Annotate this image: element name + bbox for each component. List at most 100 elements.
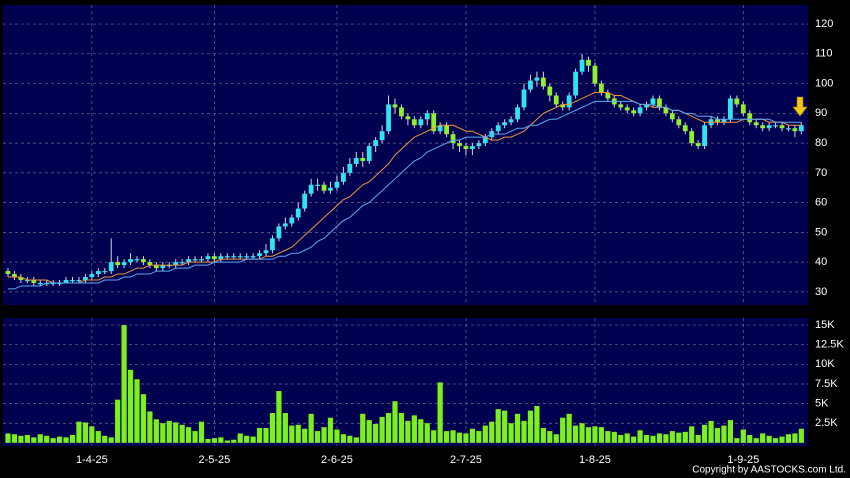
volume-bar [302, 428, 308, 443]
volume-bar [24, 435, 30, 443]
candle-body [444, 125, 449, 135]
volume-bar [676, 432, 682, 443]
volume-bar [437, 382, 443, 443]
volume-bar [695, 435, 701, 443]
volume-bar [592, 426, 598, 443]
candle-body [134, 259, 140, 261]
volume-bar [579, 423, 585, 443]
volume-bar [69, 435, 76, 443]
volume-bar [534, 405, 540, 443]
candle-body [470, 146, 475, 150]
candle-body [740, 104, 746, 114]
candle-body [12, 274, 17, 278]
candle-body [399, 107, 404, 117]
volume-bar [702, 424, 708, 443]
price-panel [3, 5, 808, 305]
volume-bar [469, 428, 475, 443]
candle-body [121, 262, 127, 266]
candle-body [676, 119, 682, 126]
volume-bar [540, 427, 546, 443]
volume-bar [631, 436, 637, 443]
volume-bar [463, 433, 469, 443]
volume-bar [508, 423, 514, 443]
candle-body [308, 184, 314, 194]
volume-bar [482, 425, 488, 443]
candle-body [128, 259, 133, 263]
volume-bar [360, 413, 366, 443]
volume-bar [276, 391, 282, 443]
volume-bar [263, 427, 269, 443]
volume-bar [721, 425, 727, 443]
volume-bar [605, 431, 611, 443]
volume-bar [379, 416, 385, 443]
candle-body [186, 259, 191, 263]
y-tick-label: 100 [815, 77, 833, 89]
candle-body [24, 280, 30, 282]
volume-bar [392, 401, 398, 443]
candle-body [631, 110, 637, 114]
candle-body [263, 250, 269, 254]
volume-bar [108, 437, 114, 443]
volume-bar [321, 427, 327, 443]
volume-bar [624, 433, 630, 443]
candle-body [495, 125, 501, 132]
candle-body [341, 172, 346, 182]
candle-body [83, 277, 88, 280]
candle-body [95, 271, 101, 275]
candle-body [328, 187, 333, 191]
candle-body [592, 65, 598, 84]
candle-body [379, 131, 385, 141]
volume-bar [198, 421, 205, 443]
volume-bar [792, 433, 798, 443]
candle-body [166, 265, 172, 267]
volume-bar [11, 434, 18, 443]
candle-body [450, 134, 456, 144]
candle-body [192, 259, 198, 261]
volume-bar [618, 435, 624, 443]
candle-body [44, 282, 50, 285]
y-tick-label: 2.5K [815, 417, 838, 429]
candle-body [173, 262, 179, 266]
volume-bar [740, 429, 746, 443]
y-tick-label: 110 [815, 48, 833, 60]
y-tick-label: 60 [815, 197, 827, 209]
candle-body [257, 253, 262, 257]
volume-bar [760, 433, 766, 443]
volume-bar [560, 417, 566, 443]
volume-bar [5, 433, 11, 443]
candle-body [179, 262, 185, 264]
x-tick-label: 1-8-25 [579, 454, 611, 466]
y-tick-label: 30 [815, 286, 827, 298]
y-tick-label: 80 [815, 137, 827, 149]
volume-bar [766, 435, 772, 443]
volume-bar [347, 435, 353, 443]
candle-body [644, 104, 649, 108]
candle-body [553, 95, 559, 105]
candle-body [270, 238, 275, 251]
volume-bar [650, 435, 656, 443]
volume-bar [82, 422, 88, 443]
candle-body [250, 256, 256, 258]
volume-bar [140, 394, 147, 443]
volume-bar [456, 432, 463, 443]
candle-body [766, 125, 772, 129]
volume-bar [115, 399, 121, 443]
candle-body [773, 125, 778, 127]
candle-body [89, 274, 95, 278]
volume-bar [295, 424, 301, 443]
volume-bar [340, 434, 346, 443]
candle-body [734, 98, 740, 105]
candle-body [76, 280, 82, 282]
volume-bar [353, 437, 359, 443]
y-tick-label: 90 [815, 107, 827, 119]
candle-body [199, 259, 204, 261]
candle-body [321, 184, 327, 191]
candle-body [515, 107, 520, 120]
x-tick-label: 2-5-25 [199, 454, 231, 466]
y-tick-label: 10K [815, 358, 835, 370]
volume-bar [366, 420, 372, 443]
candle-body [50, 282, 56, 285]
volume-bar [514, 413, 521, 443]
candle-body [431, 113, 437, 132]
